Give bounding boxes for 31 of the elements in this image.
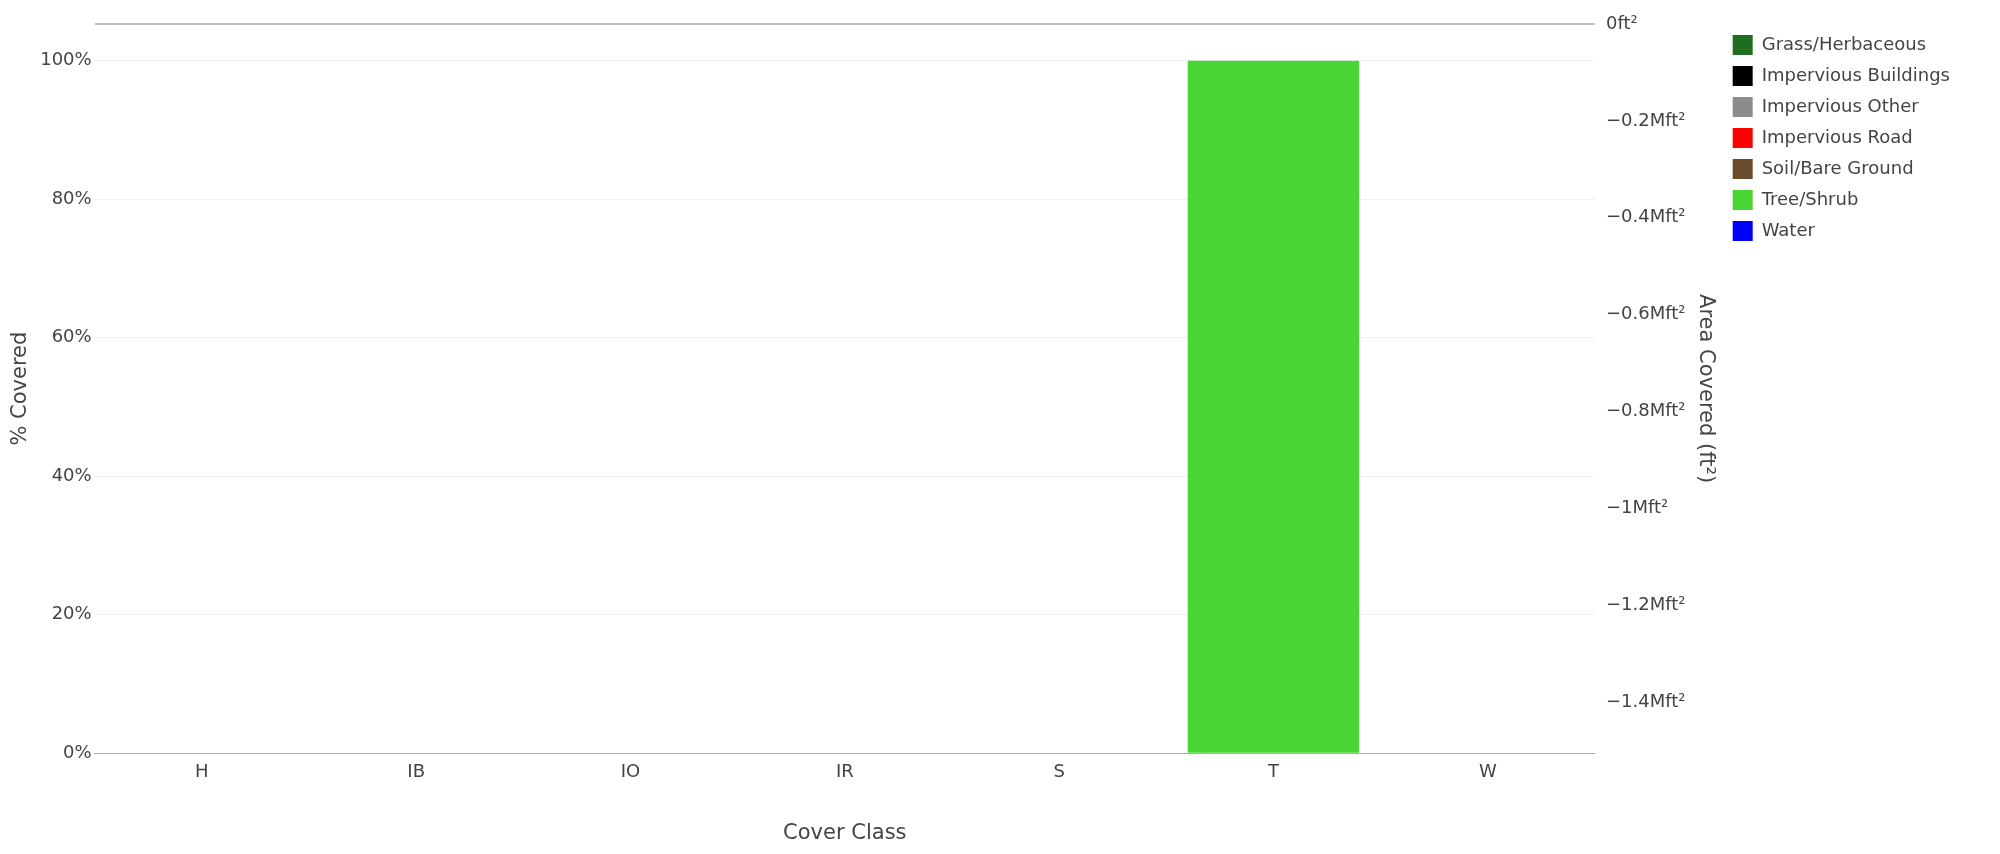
- legend-label: Impervious Other: [1761, 94, 1920, 116]
- x-tick-label: T: [1266, 759, 1280, 781]
- y-axis-title: % Covered: [7, 331, 32, 446]
- y-tick-label: 0%: [63, 740, 92, 762]
- y-tick-label: 100%: [40, 48, 92, 70]
- y2-tick-label: −1Mft²: [1605, 495, 1669, 517]
- legend-label: Tree/Shrub: [1760, 187, 1859, 209]
- legend-label: Impervious Road: [1761, 125, 1913, 147]
- y-tick-label: 80%: [51, 186, 92, 208]
- legend-label: Soil/Bare Ground: [1761, 156, 1914, 178]
- x-tick-label: W: [1478, 759, 1497, 781]
- y2-tick-label: −0.6Mft²: [1605, 302, 1686, 324]
- legend-label: Grass/Herbaceous: [1761, 32, 1927, 54]
- y2-tick-label: 0ft²: [1605, 11, 1638, 33]
- y2-tick-label: −0.4Mft²: [1605, 205, 1686, 227]
- legend-label: Water: [1761, 218, 1816, 240]
- y-tick-label: 60%: [51, 325, 92, 347]
- x-tick-label: IO: [620, 759, 641, 781]
- y2-tick-label: −1.2Mft²: [1605, 592, 1686, 614]
- y2-tick-label: −1.4Mft²: [1605, 689, 1686, 711]
- x-tick-label: IR: [835, 759, 854, 781]
- y-tick-label: 40%: [51, 463, 92, 485]
- y2-tick-label: −0.8Mft²: [1605, 399, 1686, 421]
- legend-label: Impervious Buildings: [1761, 63, 1951, 85]
- x-tick-label: H: [195, 759, 209, 781]
- x-tick-label: S: [1053, 759, 1065, 781]
- x-tick-label: IB: [407, 759, 425, 781]
- x-axis-title: Cover Class: [783, 819, 907, 844]
- y-tick-label: 20%: [51, 602, 92, 624]
- y2-tick-label: −0.2Mft²: [1605, 108, 1686, 130]
- y2-axis-title: Area Covered (ft²): [1694, 294, 1719, 484]
